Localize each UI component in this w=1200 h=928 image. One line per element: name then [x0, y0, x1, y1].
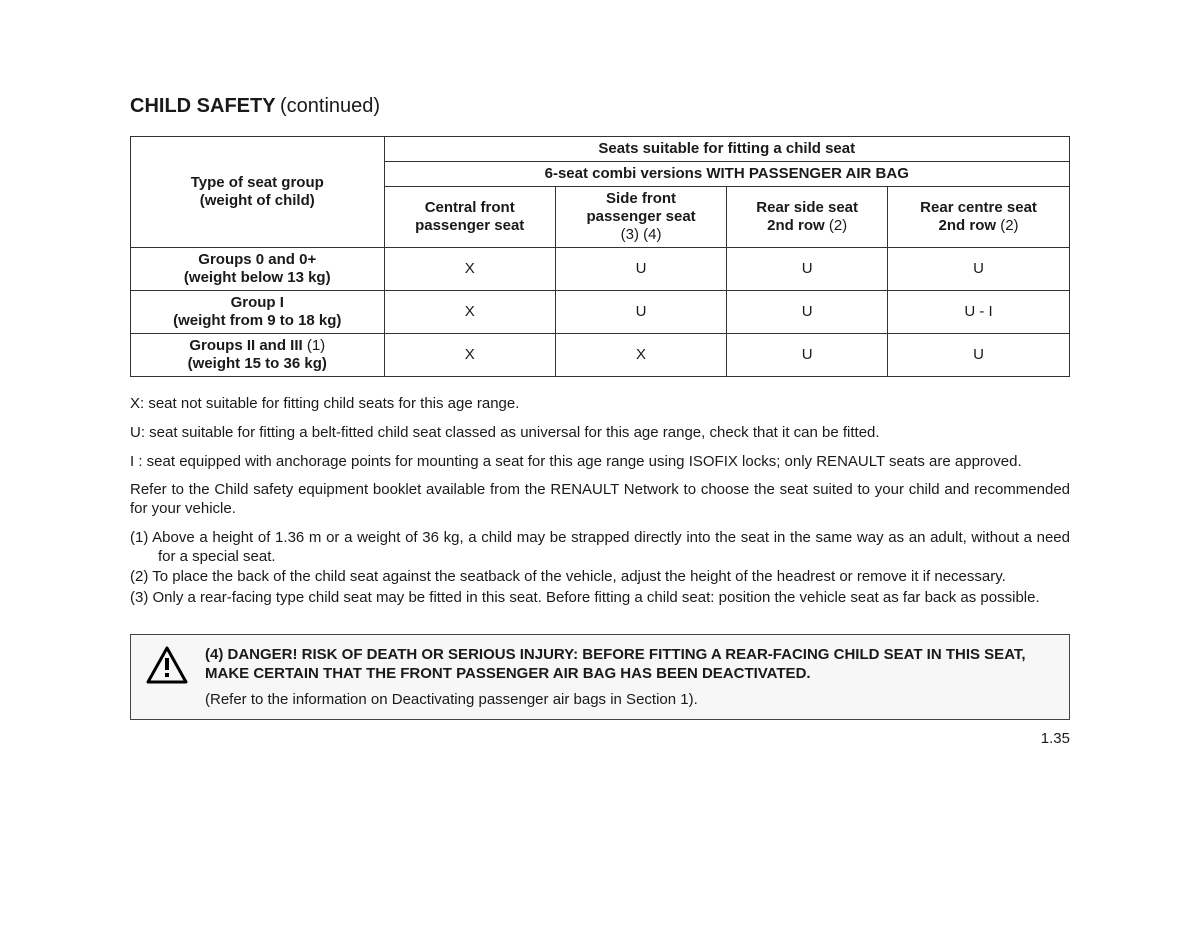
footnote-2: (2) To place the back of the child seat …	[130, 568, 1070, 587]
title-continued: (continued)	[280, 95, 380, 117]
table-row: Group I (weight from 9 to 18 kg) X U U U…	[131, 291, 1070, 334]
warning-text: (4) DANGER! RISK OF DEATH OR SERIOUS INJ…	[205, 645, 1055, 710]
legend-x: X: seat not suitable for fitting child s…	[130, 395, 1070, 414]
table-span-title: Seats suitable for fitting a child seat	[384, 137, 1069, 162]
warning-ref: (Refer to the information on Deactivatin…	[205, 690, 1055, 710]
cell: U	[555, 291, 726, 334]
page-title: CHILD SAFETY (continued)	[130, 95, 1070, 118]
cell: X	[384, 291, 555, 334]
cell: X	[384, 334, 555, 377]
legend-refer: Refer to the Child safety equipment book…	[130, 481, 1070, 519]
col-head-1: Side front passenger seat (3) (4)	[555, 187, 726, 248]
legend-u: U: seat suitable for fitting a belt-fitt…	[130, 424, 1070, 443]
legend-i: I : seat equipped with anchorage points …	[130, 453, 1070, 472]
table-row: Groups 0 and 0+ (weight below 13 kg) X U…	[131, 248, 1070, 291]
footnote-3: (3) Only a rear-facing type child seat m…	[130, 589, 1070, 608]
cell: U	[727, 291, 888, 334]
col-head-0: Central front passenger seat	[384, 187, 555, 248]
row-label-0: Groups 0 and 0+ (weight below 13 kg)	[131, 248, 385, 291]
warning-danger: (4) DANGER! RISK OF DEATH OR SERIOUS INJ…	[205, 646, 1026, 683]
col-head-3: Rear centre seat 2nd row (2)	[888, 187, 1070, 248]
cell: U	[555, 248, 726, 291]
child-seat-table: Type of seat group (weight of child) Sea…	[130, 136, 1070, 377]
cell: U	[727, 334, 888, 377]
row-label-1: Group I (weight from 9 to 18 kg)	[131, 291, 385, 334]
table-row: Groups II and III (1) (weight 15 to 36 k…	[131, 334, 1070, 377]
page-number: 1.35	[130, 730, 1070, 747]
document-page: CHILD SAFETY (continued) Type of seat gr…	[0, 0, 1200, 787]
cell: X	[384, 248, 555, 291]
footnote-1: (1) Above a height of 1.36 m or a weight…	[130, 529, 1070, 567]
table-subhead: 6-seat combi versions WITH PASSENGER AIR…	[384, 162, 1069, 187]
cell: X	[555, 334, 726, 377]
row-label-2: Groups II and III (1) (weight 15 to 36 k…	[131, 334, 385, 377]
warning-triangle-icon	[145, 645, 189, 690]
cell: U	[888, 334, 1070, 377]
warning-box: (4) DANGER! RISK OF DEATH OR SERIOUS INJ…	[130, 634, 1070, 721]
cell: U	[727, 248, 888, 291]
table-legend: X: seat not suitable for fitting child s…	[130, 395, 1070, 608]
title-main: CHILD SAFETY	[130, 95, 276, 117]
cell: U	[888, 248, 1070, 291]
cell: U - I	[888, 291, 1070, 334]
col-head-2: Rear side seat 2nd row (2)	[727, 187, 888, 248]
row-header-label: Type of seat group (weight of child)	[131, 137, 385, 248]
